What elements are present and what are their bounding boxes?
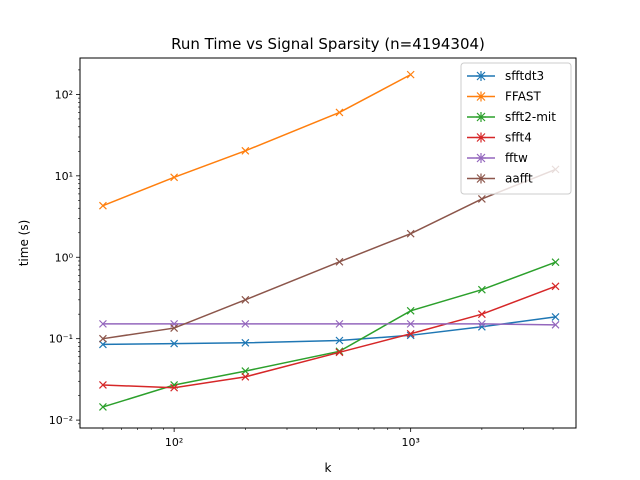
data-point — [241, 372, 250, 381]
x-tick-label: 10² — [165, 436, 183, 449]
legend-label: fftw — [505, 151, 528, 165]
series-sfft4 — [98, 282, 560, 392]
data-point — [551, 313, 560, 321]
legend-item-sfft2-mit: sfft2-mit — [467, 110, 556, 124]
data-point — [335, 336, 344, 345]
data-point — [98, 340, 107, 349]
legend-item-sfftdt3: sfftdt3 — [467, 69, 544, 83]
data-point — [241, 146, 250, 155]
legend-marker — [476, 153, 486, 163]
data-point — [335, 257, 344, 266]
data-point — [551, 258, 560, 267]
data-point — [170, 173, 179, 182]
series-FFAST — [98, 70, 415, 210]
axes-frame — [79, 57, 577, 429]
legend-label: aafft — [505, 172, 533, 186]
data-point — [241, 367, 250, 376]
y-tick-label: 10⁻¹ — [49, 333, 73, 346]
y-tick-label: 10⁻² — [49, 414, 73, 427]
legend-marker — [476, 173, 486, 184]
x-tick-label: 10³ — [401, 436, 419, 449]
data-point — [477, 310, 486, 319]
y-tick-label: 10² — [55, 88, 73, 101]
data-point — [406, 229, 415, 238]
data-point — [551, 282, 560, 291]
data-point — [477, 285, 486, 294]
axis-ticks: 10² 10³ 10⁻² 10⁻¹ 10⁰ 10¹ 10² — [49, 88, 420, 449]
data-point — [406, 306, 415, 315]
legend-label: sfft2-mit — [505, 110, 556, 124]
legend-marker — [476, 71, 486, 81]
y-axis-label: time (s) — [17, 220, 31, 267]
data-point — [98, 201, 107, 210]
legend-item-fftw: fftw — [467, 151, 528, 165]
data-point — [170, 339, 179, 348]
data-point — [241, 295, 250, 304]
data-point — [241, 319, 250, 328]
legend-label: FFAST — [505, 90, 542, 104]
data-point — [335, 319, 344, 328]
data-point — [241, 338, 250, 347]
series-layer — [98, 70, 560, 411]
x-axis-label: k — [325, 461, 332, 475]
data-point — [98, 334, 107, 343]
series-aafft — [98, 165, 560, 343]
legend-item-aafft: aafft — [467, 172, 533, 186]
legend-label: sfftdt3 — [505, 69, 544, 83]
data-point — [477, 195, 486, 203]
data-point — [98, 319, 107, 328]
data-point — [335, 348, 344, 357]
data-point — [170, 383, 179, 392]
data-point — [98, 403, 107, 411]
legend-marker — [476, 91, 486, 102]
chart-title: Run Time vs Signal Sparsity (n=4194304) — [171, 35, 485, 53]
legend-item-sfft4: sfft4 — [467, 131, 532, 145]
legend-label: sfft4 — [505, 131, 532, 145]
legend-marker — [476, 132, 486, 143]
data-point — [170, 324, 179, 332]
data-point — [98, 381, 107, 389]
data-point — [406, 329, 415, 338]
data-point — [335, 108, 344, 117]
legend: sfftdt3 FFAST sfft2-mit sfft4 fftw aafft — [460, 62, 572, 195]
data-point — [406, 319, 415, 328]
legend-item-FFAST: FFAST — [467, 90, 542, 104]
y-tick-label: 10⁰ — [55, 251, 74, 264]
data-point — [406, 70, 415, 79]
legend-marker — [476, 112, 486, 122]
data-point — [551, 320, 560, 329]
series-sfft2-mit — [98, 258, 560, 411]
data-point — [477, 319, 486, 328]
series-sfftdt3 — [98, 313, 560, 349]
y-tick-label: 10¹ — [55, 170, 73, 183]
